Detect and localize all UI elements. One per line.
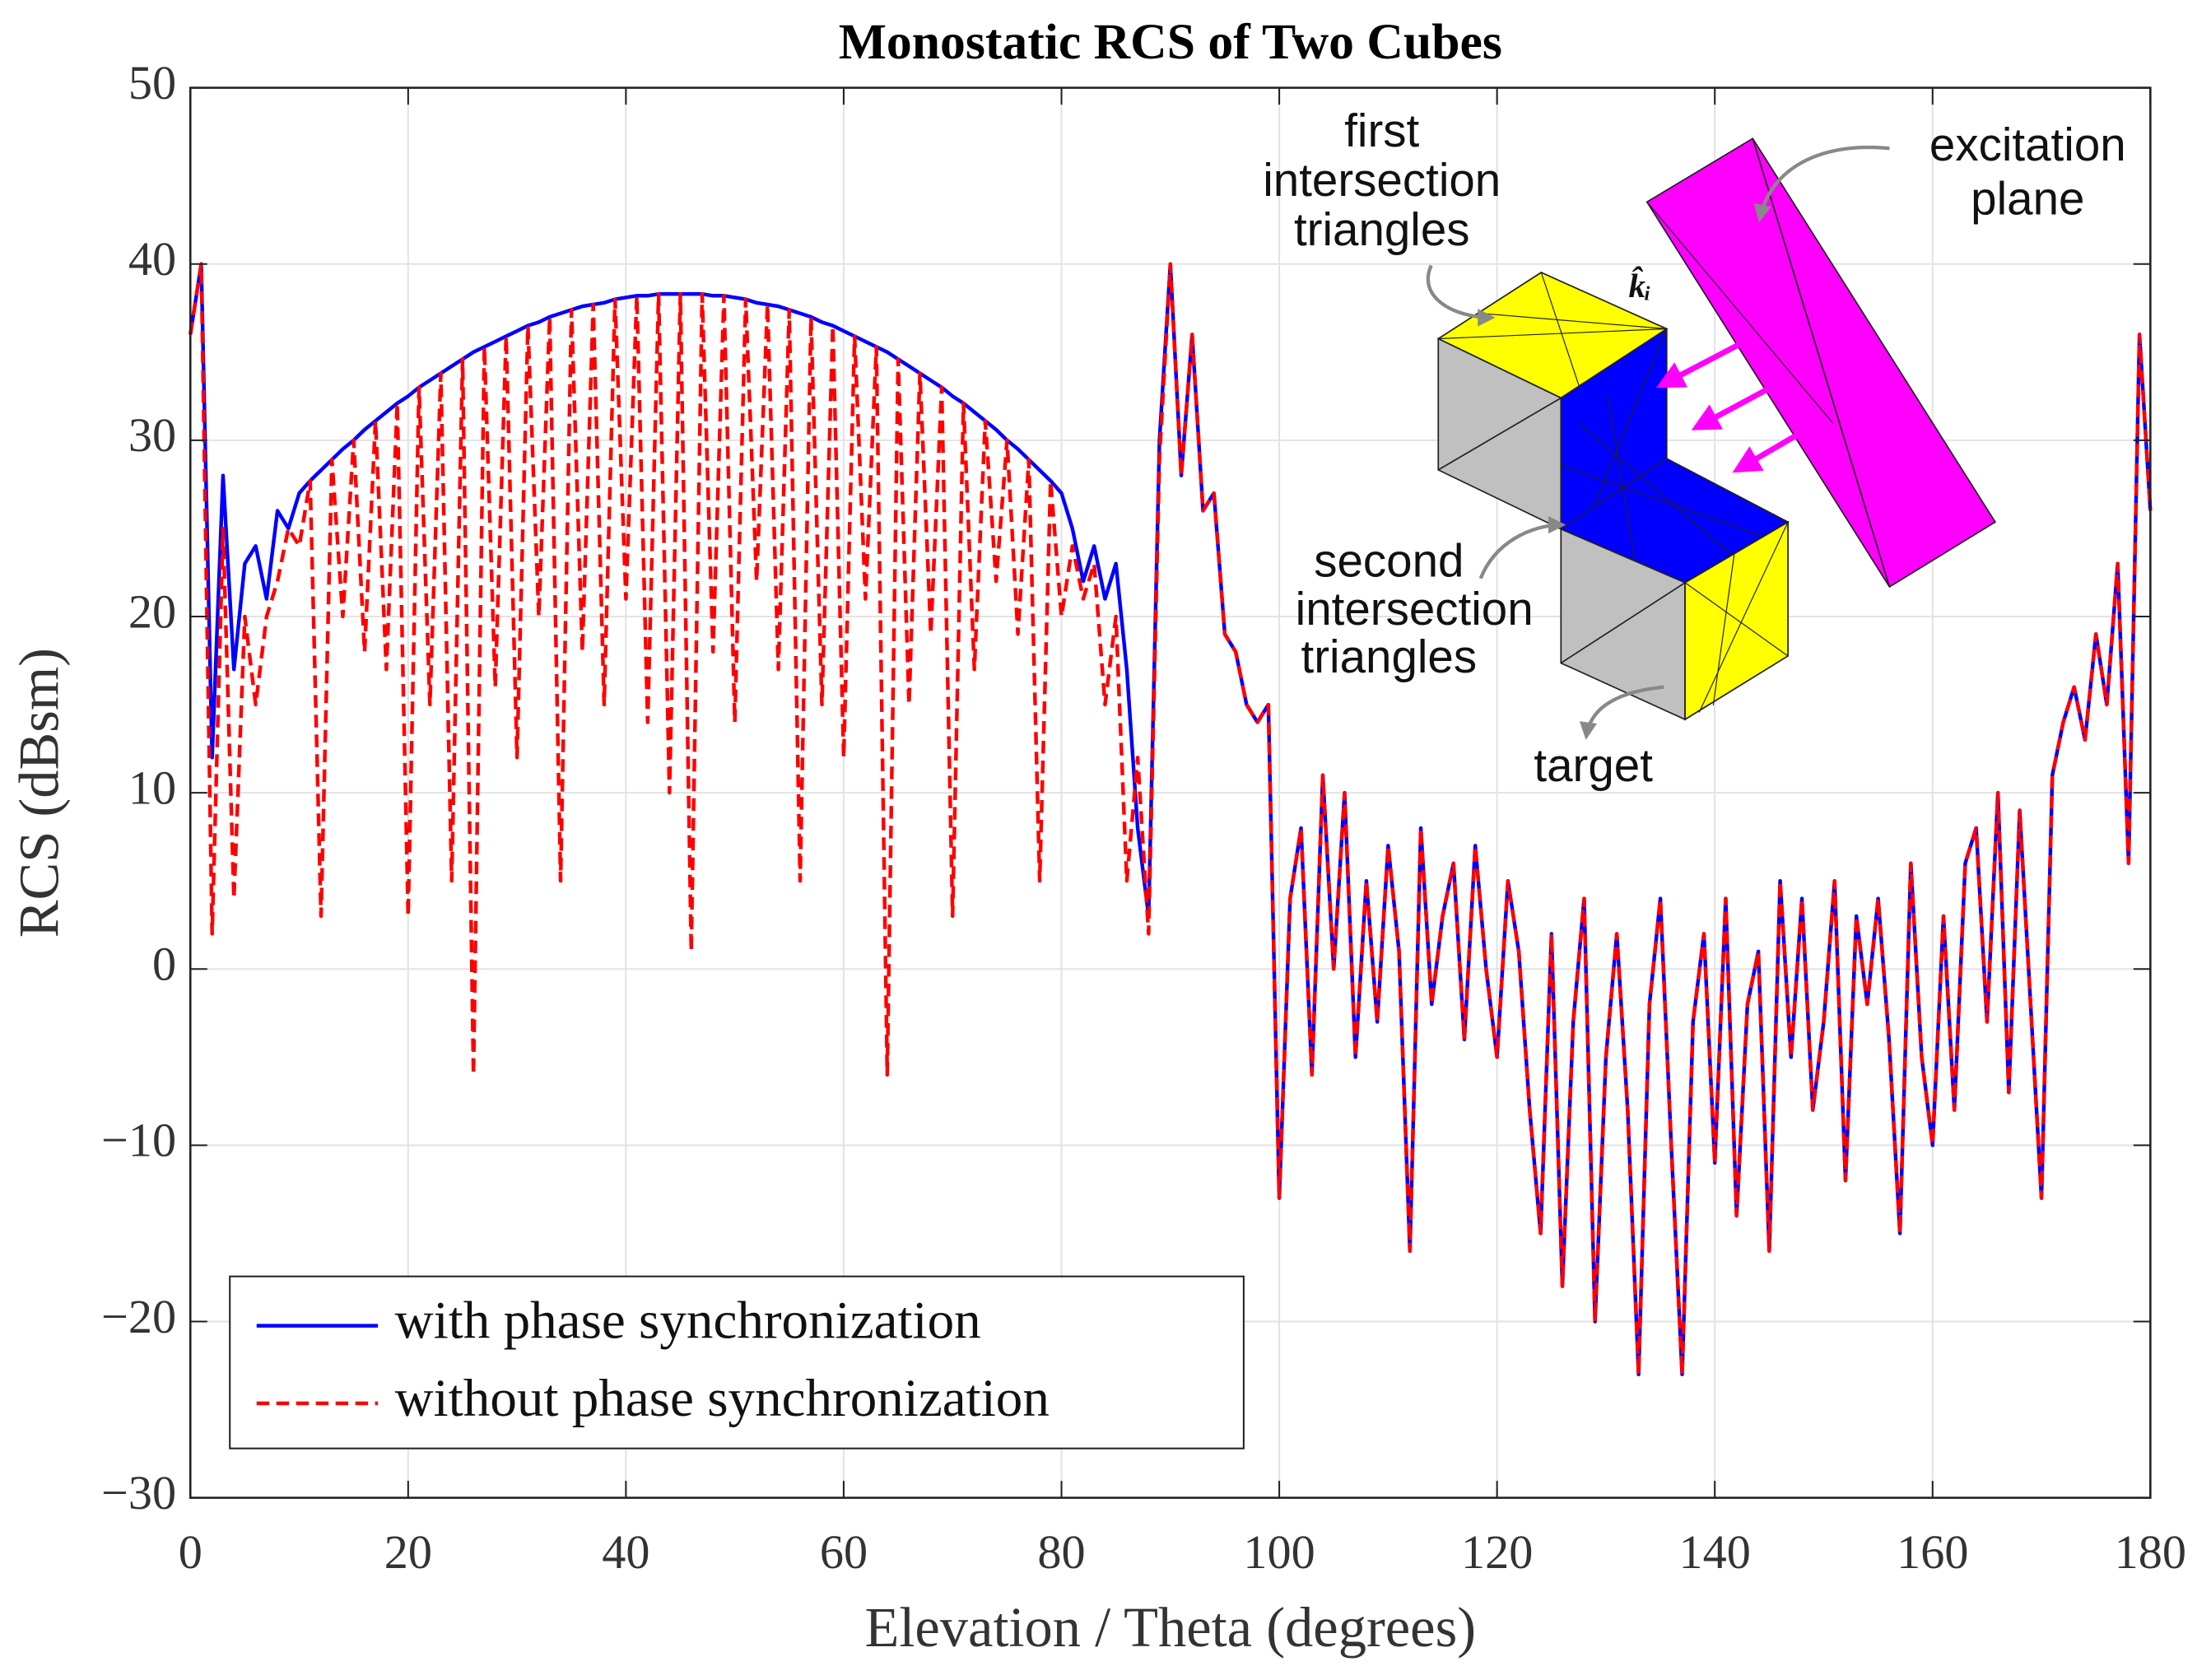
inset-diagram <box>1436 137 1997 721</box>
plot-lines <box>189 262 2153 1376</box>
inset-label: intersection <box>1296 583 1534 635</box>
mesh-edge <box>1561 465 1763 537</box>
series-line <box>189 262 2153 1376</box>
mesh-edge <box>1560 458 1668 530</box>
x-tick-label: 0 <box>179 1525 202 1579</box>
inset-label: plane <box>1971 172 2084 224</box>
legend-box <box>229 1275 1245 1450</box>
x-axis-label: Elevation / Theta (degrees) <box>865 1596 1477 1659</box>
legend-label: without phase synchronization <box>395 1369 1050 1428</box>
wave-arrow <box>1732 417 1823 473</box>
y-tick-label: 40 <box>128 232 176 286</box>
x-tick-label: 60 <box>820 1525 868 1579</box>
y-tick-label: −30 <box>101 1466 176 1519</box>
label-arrow <box>1478 515 1566 579</box>
mesh-edge <box>1712 552 1735 705</box>
x-tick-label: 160 <box>1897 1525 1968 1579</box>
inset-label: k̂ᵢ <box>1628 266 1651 305</box>
y-tick-label: 30 <box>128 408 176 462</box>
y-tick-label: 20 <box>128 584 176 638</box>
mesh-edge <box>1437 397 1562 471</box>
x-tick-label: 120 <box>1461 1525 1533 1579</box>
inset-label: excitation <box>1929 119 2126 170</box>
x-tick-label: 80 <box>1037 1525 1085 1579</box>
y-tick-label: 0 <box>152 938 176 991</box>
inset-label: triangles <box>1301 631 1478 682</box>
inset-label: target <box>1534 739 1653 791</box>
x-tick-label: 180 <box>2115 1525 2186 1579</box>
label-arrow <box>1579 685 1664 740</box>
x-tick-label: 100 <box>1243 1525 1315 1579</box>
label-arrow <box>1426 264 1496 327</box>
x-tick-label: 40 <box>602 1525 649 1579</box>
y-tick-label: −10 <box>101 1114 176 1167</box>
inset-label: first <box>1344 105 1419 156</box>
x-tick-label: 20 <box>384 1525 432 1579</box>
mesh-edge <box>1698 521 1789 713</box>
legend-label: with phase synchronization <box>395 1291 981 1351</box>
mesh-edge <box>1560 582 1686 664</box>
wave-arrow <box>1655 333 1757 389</box>
label-arrow <box>1753 145 1890 223</box>
wave-arrow <box>1691 375 1790 430</box>
mesh-edge <box>1646 201 1834 424</box>
ticks: 0 20 40 60 80 100 120 140 160 180 −30 −20 −10 0 10 20 30… <box>101 56 2186 1579</box>
inset-label: triangles <box>1294 203 1470 255</box>
y-tick-label: 50 <box>128 56 176 109</box>
y-tick-label: 10 <box>128 761 176 814</box>
mesh-edge <box>1607 394 1636 565</box>
mesh-edge <box>1438 328 1667 340</box>
x-tick-label: 140 <box>1679 1525 1751 1579</box>
y-tick-label: −20 <box>101 1290 176 1343</box>
mesh-edge <box>1540 272 1580 387</box>
mesh-edge <box>1593 328 1668 509</box>
mesh-edge <box>1480 313 1667 330</box>
y-axis-label: RCS (dBsm) <box>8 648 71 938</box>
mesh-edge <box>1579 422 1735 558</box>
mesh-edge <box>1684 582 1789 657</box>
inset-labels: firstintersectiontrianglesexcitationplan… <box>1263 105 2125 791</box>
chart-title: Monostatic RCS of Two Cubes <box>839 14 1502 70</box>
inset-label: second <box>1314 535 1464 587</box>
legend: with phase synchronization without phase … <box>229 1275 1245 1450</box>
inset-arrows <box>1426 145 1890 740</box>
inset-label: intersection <box>1263 154 1501 206</box>
mesh-edge <box>1752 138 1891 588</box>
